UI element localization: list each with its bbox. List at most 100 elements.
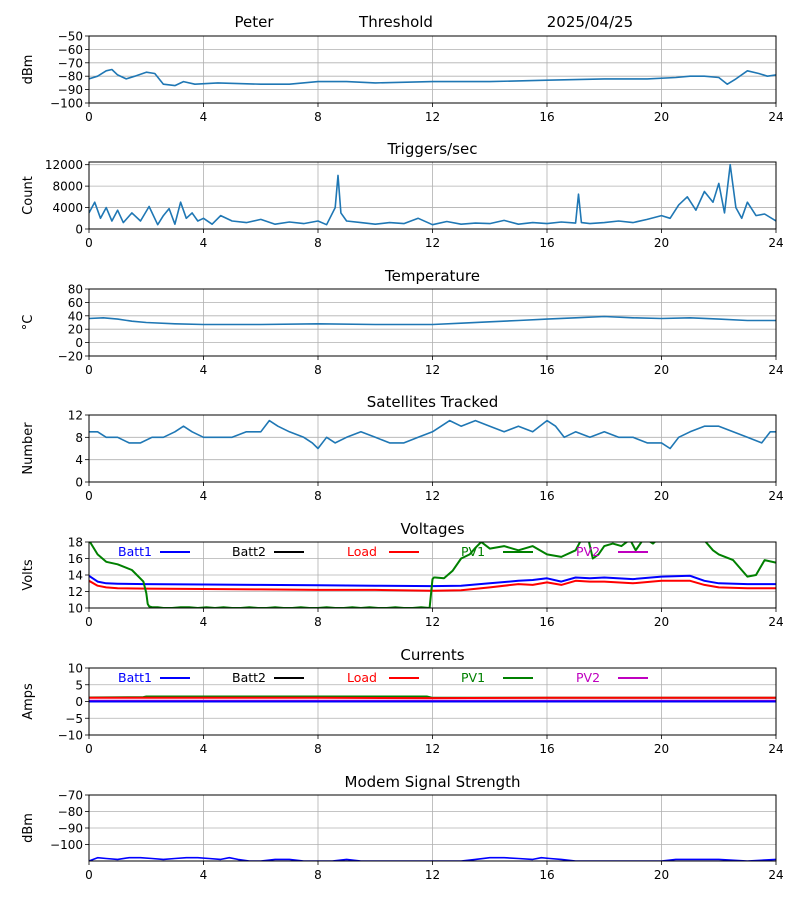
legend-label-pv1: PV1 (461, 670, 485, 685)
y-tick-label: 5 (75, 678, 83, 692)
x-tick-label: 12 (425, 489, 440, 503)
x-tick-label: 0 (85, 363, 93, 377)
legend-label-load: Load (347, 670, 377, 685)
x-tick-label: 12 (425, 236, 440, 250)
x-tick-label: 16 (539, 615, 554, 629)
x-tick-label: 20 (654, 110, 669, 124)
chart-title: Currents (400, 646, 464, 664)
x-tick-label: 4 (200, 489, 208, 503)
x-tick-label: 20 (654, 615, 669, 629)
y-tick-label: 0 (75, 695, 83, 709)
x-tick-label: 8 (314, 868, 322, 882)
x-tick-label: 12 (425, 615, 440, 629)
x-tick-label: 4 (200, 236, 208, 250)
x-tick-label: 8 (314, 363, 322, 377)
x-tick-label: 8 (314, 615, 322, 629)
y-tick-label: 8 (75, 431, 83, 445)
x-tick-label: 20 (654, 363, 669, 377)
y-tick-label: 16 (68, 552, 83, 566)
x-tick-label: 4 (200, 363, 208, 377)
x-tick-label: 8 (314, 742, 322, 756)
y-tick-label: 80 (68, 283, 83, 297)
x-tick-label: 0 (85, 615, 93, 629)
header: Peter Threshold 2025/04/25 (234, 13, 633, 31)
x-tick-label: 16 (539, 742, 554, 756)
y-tick-label: −50 (58, 30, 83, 44)
x-tick-label: 20 (654, 868, 669, 882)
header-date: 2025/04/25 (547, 13, 633, 31)
chart-title: Voltages (400, 520, 464, 538)
header-name: Peter (234, 13, 274, 31)
x-tick-label: 12 (425, 363, 440, 377)
y-tick-label: 4000 (52, 201, 83, 215)
x-tick-label: 12 (425, 742, 440, 756)
y-tick-label: −70 (58, 56, 83, 70)
x-tick-label: 24 (768, 110, 783, 124)
legend-label-load: Load (347, 544, 377, 559)
y-tick-label: −80 (58, 70, 83, 84)
x-tick-label: 20 (654, 236, 669, 250)
y-tick-label: 12 (68, 409, 83, 423)
y-tick-label: 0 (75, 223, 83, 237)
chart-title: Temperature (384, 267, 480, 285)
x-tick-label: 16 (539, 489, 554, 503)
y-tick-label: −90 (58, 83, 83, 97)
x-tick-label: 4 (200, 742, 208, 756)
x-tick-label: 4 (200, 110, 208, 124)
y-tick-label: −90 (58, 822, 83, 836)
y-tick-label: −100 (50, 838, 83, 852)
legend-label-batt1: Batt1 (118, 670, 152, 685)
y-axis-label: Number (21, 422, 36, 475)
header-label: Threshold (358, 13, 433, 31)
legend-label-pv1: PV1 (461, 544, 485, 559)
y-tick-label: −70 (58, 789, 83, 803)
x-tick-label: 16 (539, 110, 554, 124)
y-tick-label: 20 (68, 323, 83, 337)
chart-title: Triggers/sec (387, 140, 478, 158)
y-tick-label: −80 (58, 805, 83, 819)
legend-label-batt2: Batt2 (232, 670, 266, 685)
y-tick-label: −60 (58, 43, 83, 57)
y-tick-label: −10 (58, 729, 83, 743)
x-tick-label: 24 (768, 868, 783, 882)
y-tick-label: 12 (68, 585, 83, 599)
y-axis-label: Volts (21, 559, 36, 591)
legend-label-batt2: Batt2 (232, 544, 266, 559)
x-tick-label: 0 (85, 110, 93, 124)
x-tick-label: 8 (314, 110, 322, 124)
y-tick-label: 8000 (52, 180, 83, 194)
y-axis-label: dBm (21, 813, 36, 843)
y-axis-label: °C (21, 315, 36, 331)
x-tick-label: 24 (768, 363, 783, 377)
x-tick-label: 8 (314, 489, 322, 503)
x-tick-label: 16 (539, 236, 554, 250)
x-tick-label: 4 (200, 868, 208, 882)
y-tick-label: 60 (68, 296, 83, 310)
x-tick-label: 20 (654, 489, 669, 503)
legend-label-pv2: PV2 (576, 670, 600, 685)
x-tick-label: 20 (654, 742, 669, 756)
y-axis-label: Count (21, 176, 36, 215)
y-tick-label: 4 (75, 453, 83, 467)
x-tick-label: 16 (539, 363, 554, 377)
x-tick-label: 16 (539, 868, 554, 882)
y-tick-label: 40 (68, 309, 83, 323)
x-tick-label: 0 (85, 489, 93, 503)
y-tick-label: 0 (75, 476, 83, 490)
legend-label-pv2: PV2 (576, 544, 600, 559)
y-tick-label: −100 (50, 97, 83, 111)
y-axis-label: dBm (21, 55, 36, 85)
x-tick-label: 24 (768, 615, 783, 629)
x-tick-label: 12 (425, 868, 440, 882)
x-tick-label: 8 (314, 236, 322, 250)
legend-label-batt1: Batt1 (118, 544, 152, 559)
x-tick-label: 24 (768, 489, 783, 503)
